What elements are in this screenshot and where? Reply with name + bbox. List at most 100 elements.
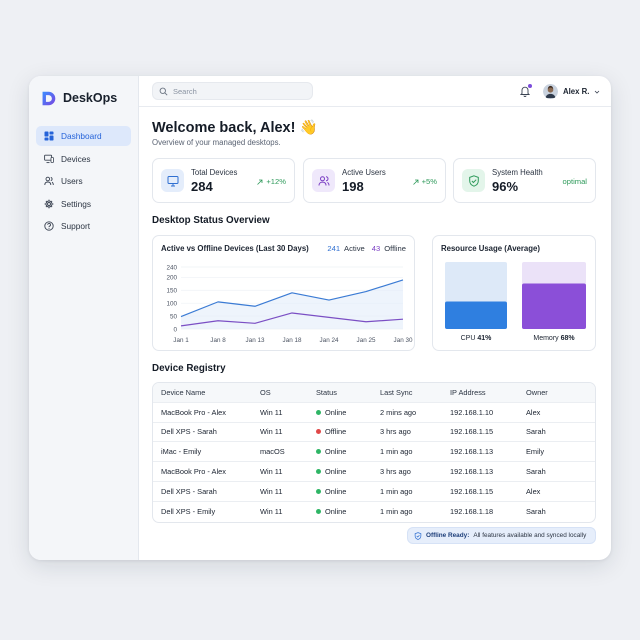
table-row[interactable]: Dell XPS - Sarah Win 11 Online 1 min ago 192… — [153, 482, 595, 502]
cell-os: Win 11 — [260, 407, 283, 417]
x-tick-label: Jan 8 — [210, 337, 226, 344]
cell-ip: 192.168.1.18 — [450, 507, 494, 517]
sidebar-item-dashboard[interactable]: Dashboard — [36, 126, 131, 146]
shield-icon — [414, 531, 422, 540]
cell-os: Win 11 — [260, 467, 283, 477]
y-tick-label: 150 — [166, 288, 177, 295]
chevron-down-icon — [595, 90, 600, 94]
cell-last-sync: 3 hrs ago — [380, 427, 411, 437]
chart-title: Resource Usage (Average) — [441, 244, 540, 253]
cell-os: macOS — [260, 447, 285, 457]
cpu-label-text: CPU — [460, 335, 476, 342]
sidebar-item-label: Dashboard — [61, 131, 102, 141]
memory-label-text: Memory — [533, 335, 559, 342]
status-text: Online — [325, 486, 347, 496]
column-header[interactable]: Status — [316, 387, 337, 397]
x-tick-label: Jan 18 — [283, 337, 302, 344]
status-text: Online — [325, 467, 347, 477]
stat-value: 284 — [191, 179, 213, 194]
stat-label: Total Devices — [191, 168, 238, 177]
bar-memory — [522, 283, 586, 329]
cell-status: Offline — [316, 427, 380, 436]
resource-bar-chart — [445, 262, 586, 329]
column-header[interactable]: IP Address — [450, 387, 486, 397]
cell-status: Online — [316, 447, 380, 456]
table-row[interactable]: MacBook Pro - Alex Win 11 Online 3 hrs ago 1… — [153, 462, 595, 482]
table-row[interactable]: Dell XPS - Sarah Win 11 Offline 3 hrs ago 19… — [153, 423, 595, 443]
x-tick-label: Jan 25 — [357, 337, 376, 344]
stat-status: optimal — [563, 177, 587, 186]
section-title-registry: Device Registry — [152, 363, 226, 374]
cell-status: Online — [316, 408, 380, 417]
cell-device: iMac - Emily — [161, 447, 202, 457]
sidebar-item-support[interactable]: Support — [36, 216, 131, 236]
notification-badge — [528, 84, 532, 88]
table-row[interactable]: Dell XPS - Emily Win 11 Online 1 min ago 192… — [153, 502, 595, 522]
table-row[interactable]: iMac - Emily macOS Online 1 min ago 192.168.… — [153, 442, 595, 463]
column-header[interactable]: Last Sync — [380, 387, 413, 397]
status-dot — [316, 509, 321, 515]
series-line-offline — [180, 312, 404, 327]
sidebar-item-devices[interactable]: Devices — [36, 149, 131, 169]
memory-value: 68% — [560, 335, 575, 342]
cell-device: Dell XPS - Sarah — [161, 486, 217, 496]
cell-owner: Sarah — [526, 507, 546, 517]
active-offline-chart-panel: Active vs Offline Devices (Last 30 Days)… — [152, 235, 415, 351]
x-tick-label: Jan 1 — [173, 337, 189, 344]
x-tick-label: Jan 24 — [320, 337, 339, 344]
bell-icon[interactable] — [519, 85, 531, 97]
stat-value: 96% — [492, 179, 519, 194]
status-text: Offline — [325, 427, 347, 437]
search-box[interactable] — [152, 82, 313, 100]
users-icon — [44, 176, 54, 186]
offline-ready-banner: Offline Ready: All features available an… — [407, 527, 596, 544]
cell-last-sync: 3 hrs ago — [380, 467, 411, 477]
gear-icon — [44, 199, 54, 208]
stat-card-system-health[interactable]: System Health 96% optimal — [453, 158, 596, 203]
cell-owner: Emily — [526, 447, 545, 457]
column-header[interactable]: Owner — [526, 387, 548, 397]
stat-icon-box — [161, 169, 184, 192]
cell-last-sync: 1 min ago — [380, 507, 413, 517]
cell-owner: Alex — [526, 486, 541, 496]
status-text: Online — [325, 507, 347, 517]
stat-label: System Health — [492, 168, 543, 177]
stat-label: Active Users — [342, 168, 386, 177]
brand[interactable]: DeskOps — [36, 86, 131, 110]
x-tick-label: Jan 13 — [246, 337, 265, 344]
cell-device: MacBook Pro - Alex — [161, 407, 226, 417]
status-dot — [316, 488, 321, 494]
column-header[interactable]: OS — [260, 387, 271, 397]
monitor-icon — [167, 175, 178, 186]
stat-icon-box — [312, 169, 335, 192]
column-header[interactable]: Device Name — [161, 387, 206, 397]
cell-ip: 192.168.1.15 — [450, 427, 494, 437]
sidebar-item-users[interactable]: Users — [36, 171, 131, 191]
active-area — [181, 279, 403, 329]
cell-ip: 192.168.1.13 — [450, 467, 494, 477]
search-input[interactable] — [173, 86, 303, 96]
chart-title: Active vs Offline Devices (Last 30 Days) — [161, 244, 309, 253]
table-header-row: Device Name OS Status Last Sync IP Addre… — [153, 383, 595, 403]
table-row[interactable]: MacBook Pro - Alex Win 11 Online 2 mins ago… — [153, 403, 595, 423]
stat-card-total-devices[interactable]: Total Devices 284 +12% — [152, 158, 295, 203]
cell-status: Online — [316, 507, 380, 516]
sidebar-item-label: Support — [61, 221, 91, 231]
dashboard-icon — [44, 131, 54, 141]
cell-status: Online — [316, 467, 380, 476]
sidebar-item-settings[interactable]: Settings — [36, 194, 131, 214]
x-tick-label: Jan 30 — [394, 337, 413, 344]
sidebar-item-label: Devices — [61, 153, 91, 164]
main-content: Alex R. Welcome back, Alex! 👋 Overview o… — [139, 76, 611, 560]
status-dot — [316, 429, 321, 435]
resource-usage-panel: Resource Usage (Average) CPU 41% Memory … — [432, 235, 596, 351]
cell-owner: Sarah — [526, 427, 546, 437]
cpu-label: CPU 41% — [445, 335, 507, 342]
status-dot — [316, 469, 321, 475]
user-menu[interactable]: Alex R. — [543, 83, 600, 100]
cpu-value: 41% — [477, 335, 492, 342]
status-text: Online — [325, 447, 347, 457]
stat-card-active-users[interactable]: Active Users 198 +5% — [303, 158, 446, 203]
top-bar: Alex R. — [139, 76, 611, 107]
line-chart: 0 50 100 150 200 240 Jan 1 Jan 8 Jan 13 Jan 18 Jan… — [166, 264, 413, 344]
